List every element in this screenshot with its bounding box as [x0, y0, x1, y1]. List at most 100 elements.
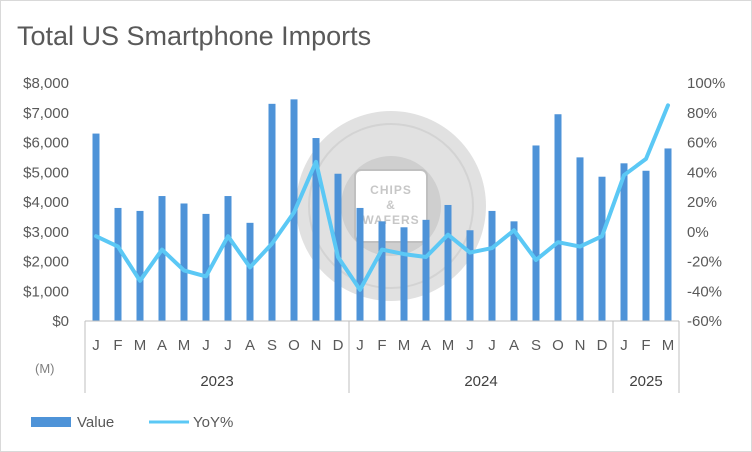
value-bar	[136, 210, 144, 321]
unit-note: (M)	[35, 361, 55, 376]
value-bar	[488, 210, 496, 321]
legend-yoy-label: YoY%	[193, 414, 233, 431]
value-bar	[202, 213, 210, 321]
month-label: N	[311, 337, 322, 354]
month-label: M	[398, 337, 411, 354]
watermark-chip	[354, 169, 428, 243]
watermark-seal: CHIPS & WAFERS	[296, 111, 486, 301]
value-bar	[466, 230, 474, 321]
month-label: M	[442, 337, 455, 354]
value-bar	[114, 207, 122, 321]
value-bar	[400, 227, 408, 321]
yoy-point	[204, 274, 208, 278]
chart-title: Total US Smartphone Imports	[17, 21, 371, 51]
month-label: D	[333, 337, 344, 354]
month-label: A	[245, 337, 255, 354]
right-tick-label: 0%	[687, 224, 709, 241]
right-tick-label: 80%	[687, 105, 717, 122]
yoy-point	[622, 173, 626, 177]
month-label: F	[113, 337, 122, 354]
yoy-point	[424, 255, 428, 259]
value-bar	[642, 170, 650, 321]
month-label: F	[377, 337, 386, 354]
value-bar	[620, 163, 628, 321]
month-label: M	[134, 337, 147, 354]
value-bar	[180, 203, 188, 321]
yoy-point	[600, 234, 604, 238]
value-bar	[312, 138, 320, 321]
yoy-point	[292, 210, 296, 214]
value-bar	[422, 219, 430, 321]
month-label: O	[288, 337, 300, 354]
left-tick-label: $5,000	[23, 164, 69, 181]
year-label: 2023	[200, 373, 233, 390]
right-tick-label: -40%	[687, 283, 722, 300]
left-tick-label: $7,000	[23, 105, 69, 122]
month-label: J	[202, 337, 210, 354]
yoy-line-group	[94, 103, 670, 292]
yoy-point	[534, 258, 538, 262]
year-label: 2025	[629, 373, 662, 390]
value-bar	[532, 145, 540, 321]
right-axis-ticks: -60% -40% -20% 0% 20% 40% 60% 80% 100%	[687, 75, 725, 330]
left-tick-label: $6,000	[23, 135, 69, 152]
value-bar	[378, 221, 386, 321]
month-label: A	[509, 337, 519, 354]
yoy-point	[314, 160, 318, 164]
month-label: J	[488, 337, 496, 354]
yoy-point	[116, 245, 120, 249]
left-tick-label: $3,000	[23, 224, 69, 241]
yoy-point	[644, 157, 648, 161]
month-label: J	[466, 337, 474, 354]
yoy-point	[182, 268, 186, 272]
left-axis-ticks: $0 $1,000 $2,000 $3,000 $4,000 $5,000 $6,000 $7…	[23, 75, 69, 330]
right-tick-label: 100%	[687, 75, 725, 92]
right-tick-label: -20%	[687, 254, 722, 271]
value-bar	[576, 157, 584, 321]
value-bar	[356, 207, 364, 321]
right-tick-label: 60%	[687, 135, 717, 152]
yoy-point	[248, 265, 252, 269]
value-bar	[664, 148, 672, 321]
legend: Value YoY%	[31, 414, 233, 431]
month-label: J	[92, 337, 100, 354]
month-label: J	[356, 337, 364, 354]
value-bars	[92, 99, 672, 321]
yoy-point	[402, 252, 406, 256]
right-tick-label: 20%	[687, 194, 717, 211]
month-label: O	[552, 337, 564, 354]
right-tick-label: -60%	[687, 313, 722, 330]
yoy-point	[578, 245, 582, 249]
left-tick-label: $2,000	[23, 254, 69, 271]
month-label: F	[641, 337, 650, 354]
right-tick-label: 40%	[687, 164, 717, 181]
year-label: 2024	[464, 373, 497, 390]
value-bar	[554, 114, 562, 321]
value-bar	[92, 133, 100, 321]
yoy-point	[512, 228, 516, 232]
left-tick-label: $0	[52, 313, 69, 330]
month-label: S	[531, 337, 541, 354]
month-label: A	[157, 337, 167, 354]
yoy-point	[556, 240, 560, 244]
yoy-point	[468, 251, 472, 255]
left-tick-label: $8,000	[23, 75, 69, 92]
left-tick-label: $1,000	[23, 283, 69, 300]
value-bar	[598, 176, 606, 321]
legend-value-swatch	[31, 417, 71, 427]
month-label: N	[575, 337, 586, 354]
yoy-point	[446, 233, 450, 237]
yoy-point	[226, 234, 230, 238]
watermark-text-line2: &	[386, 198, 396, 212]
watermark-ring	[308, 123, 474, 289]
yoy-point	[336, 255, 340, 259]
value-bar	[246, 222, 254, 321]
value-bar	[224, 196, 232, 321]
value-bar	[158, 196, 166, 321]
watermark-text-line3: WAFERS	[362, 213, 419, 227]
yoy-point	[160, 248, 164, 252]
month-label: M	[178, 337, 191, 354]
